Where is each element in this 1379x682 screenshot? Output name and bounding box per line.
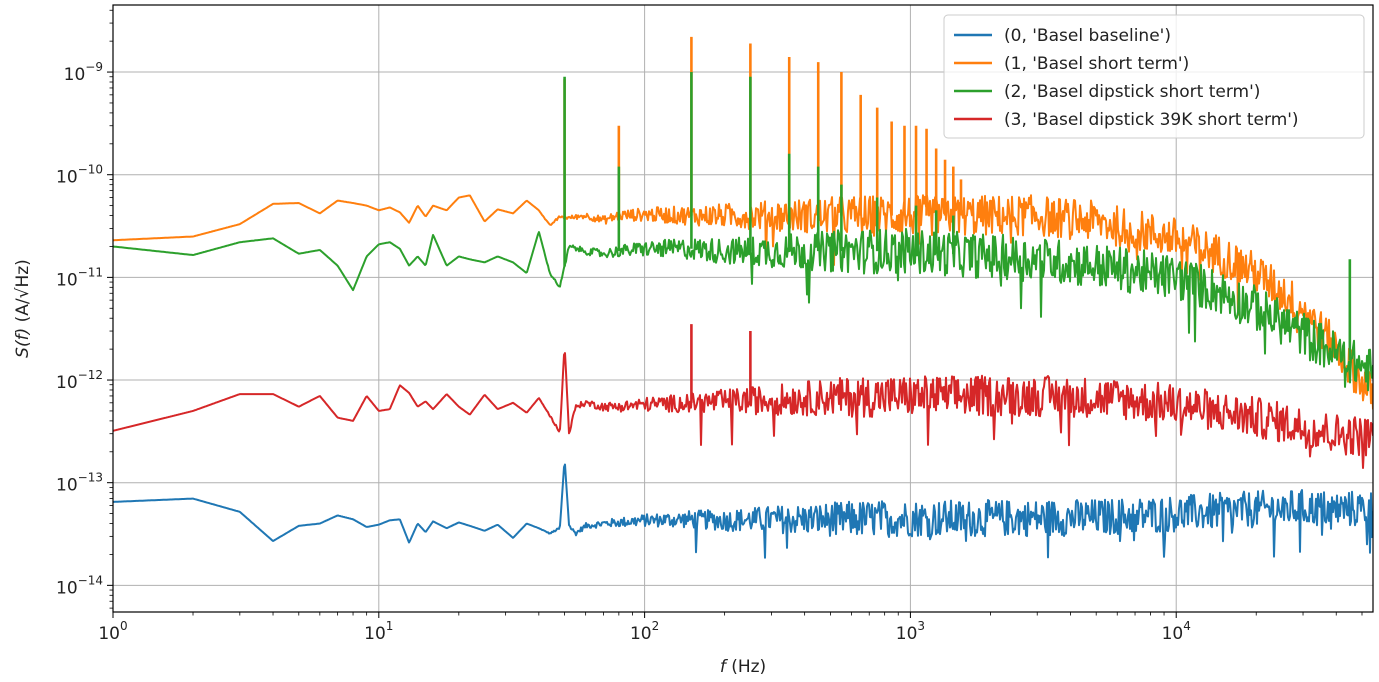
ticks: 100 101 102 103 104 10−14 10−13 10−12 10−11 10−10…	[56, 9, 1363, 644]
x-axis-label: f (Hz)	[720, 657, 766, 677]
x-tick-label: 101	[364, 619, 393, 644]
series-line	[113, 194, 1373, 410]
x-axis-variable: f	[720, 657, 729, 677]
x-tick-label: 104	[1162, 619, 1191, 644]
series-line	[113, 463, 1373, 559]
y-tick-label: 10−13	[56, 471, 103, 496]
y-tick-label: 10−12	[56, 368, 103, 393]
y-axis-unit: (A/√Hz)	[13, 259, 33, 328]
series-line	[113, 352, 1373, 469]
y-axis-variable: S(f)	[13, 328, 33, 358]
legend-box	[943, 14, 1365, 139]
series-lines	[113, 36, 1373, 559]
y-tick-label: 10−9	[64, 60, 103, 85]
y-tick-label: 10−14	[56, 573, 103, 598]
y-tick-label: 10−10	[56, 163, 103, 188]
legend-label: (3, 'Basel dipstick 39K short term')	[1004, 110, 1299, 130]
series-line	[113, 227, 1373, 392]
legend: (0, 'Basel baseline') (1, 'Basel short te…	[943, 14, 1365, 139]
legend-label: (1, 'Basel short term')	[1004, 54, 1189, 74]
y-tick-label: 10−11	[56, 265, 103, 290]
y-axis-label: S(f) (A/√Hz)	[13, 259, 33, 358]
x-axis-unit: (Hz)	[726, 657, 766, 677]
x-tick-label: 103	[896, 619, 925, 644]
x-tick-label: 100	[98, 619, 127, 644]
x-tick-label: 102	[630, 619, 659, 644]
legend-label: (0, 'Basel baseline')	[1004, 26, 1171, 46]
legend-label: (2, 'Basel dipstick short term')	[1004, 82, 1260, 102]
